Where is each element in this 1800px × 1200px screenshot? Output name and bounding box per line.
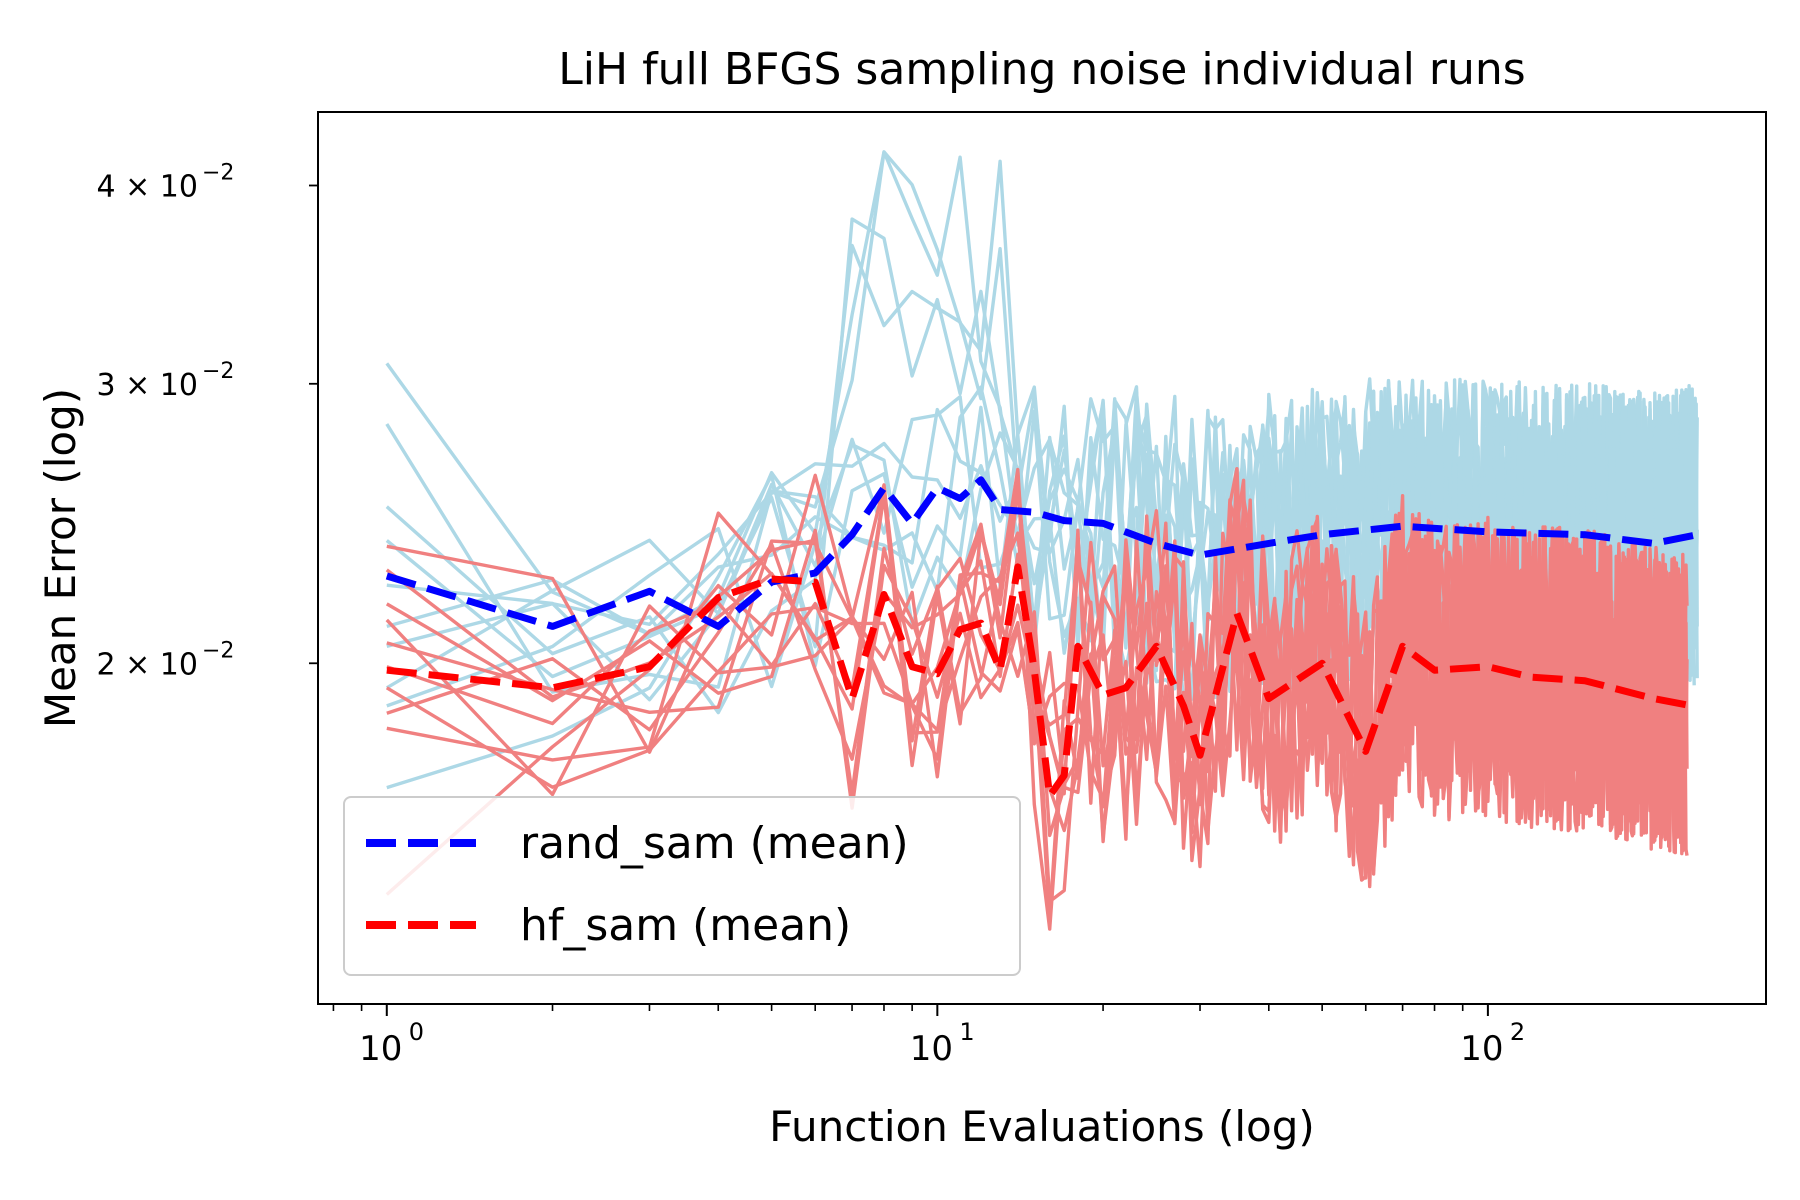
legend-label-hf-sam: hf_sam (mean) [520, 900, 851, 951]
x-axis-label: Function Evaluations (log) [769, 1102, 1315, 1151]
mean-lines [385, 476, 1698, 800]
legend-box [343, 796, 1021, 976]
chart-title: LiH full BFGS sampling noise individual … [558, 44, 1525, 95]
x-tick-label: 10 [359, 1029, 402, 1069]
y-tick-exponent: −2 [202, 359, 234, 384]
y-axis-label: Mean Error (log) [36, 388, 85, 728]
plot-frame [317, 111, 1767, 1005]
hf-sam-mean-line [386, 563, 1693, 800]
legend: rand_sam (mean) hf_sam (mean) [343, 796, 1021, 976]
y-tick-label: 2 × 10 [97, 647, 198, 682]
x-tick-label: 10 [1460, 1029, 1503, 1069]
y-tick-label: 3 × 10 [97, 368, 198, 403]
y-tick-exponent: −2 [202, 638, 234, 663]
legend-label-rand-sam: rand_sam (mean) [520, 818, 909, 869]
hf-sam-run-line [385, 467, 1689, 896]
y-tick-label: 4 × 10 [97, 169, 198, 204]
x-tick-exponent: 2 [1510, 1018, 1525, 1046]
x-tick-label: 10 [910, 1029, 953, 1069]
individual-runs [385, 150, 1699, 931]
x-axis-ticks: 10 0 10 1 10 2 [332, 1004, 1525, 1069]
x-tick-exponent: 0 [409, 1018, 424, 1046]
x-tick-exponent: 1 [959, 1018, 974, 1046]
y-axis-ticks: 2 × 10 −23 × 10 −24 × 10 −2 [97, 160, 318, 682]
y-tick-exponent: −2 [202, 160, 234, 185]
